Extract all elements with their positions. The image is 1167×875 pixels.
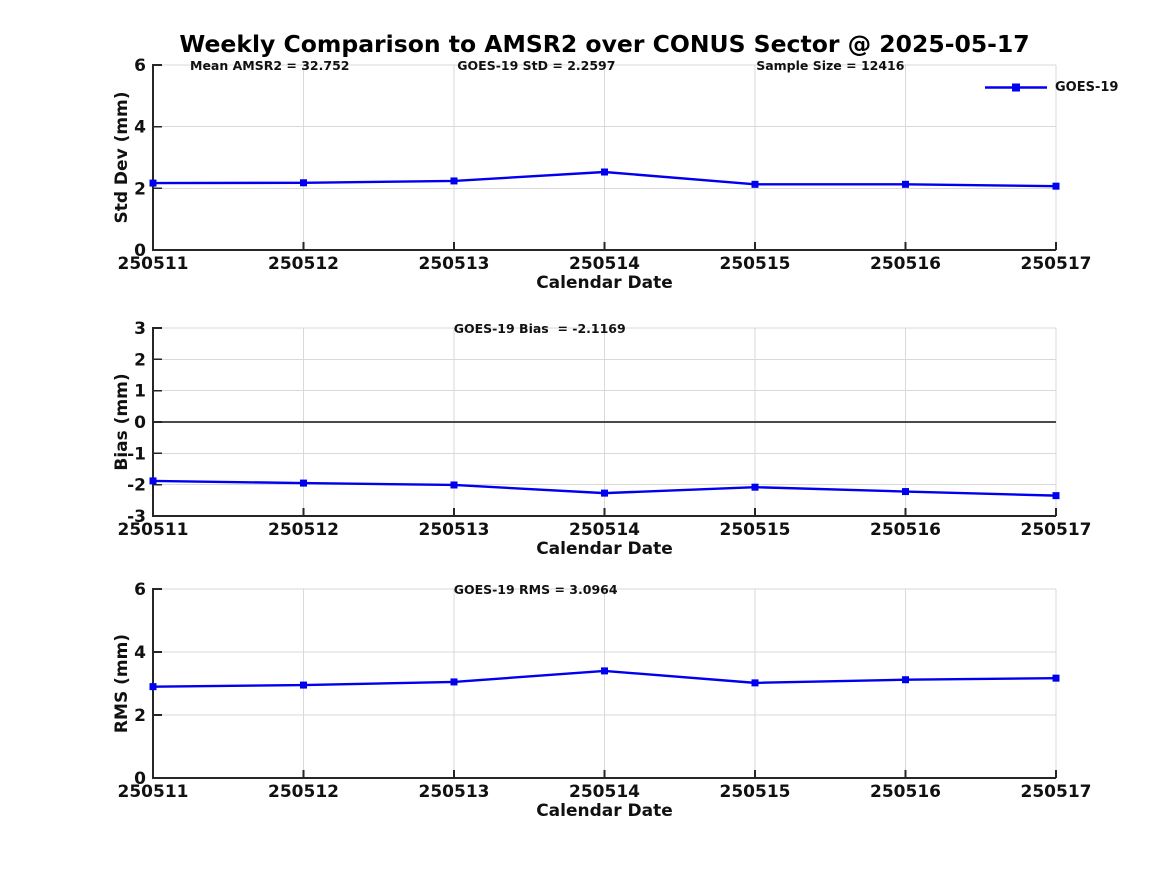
y-axis-label: Std Dev (mm): [112, 91, 132, 223]
x-tick-label: 250512: [268, 520, 339, 540]
y-tick-label: 1: [134, 382, 146, 402]
data-point-marker: [751, 679, 759, 687]
x-tick-label: 250517: [1021, 782, 1092, 802]
legend: GOES-19: [984, 80, 1118, 95]
data-point-marker: [902, 180, 909, 188]
x-tick-label: 250512: [268, 782, 339, 802]
y-tick-label: -2: [127, 476, 146, 496]
x-tick-label: 250511: [118, 254, 189, 274]
data-point-marker: [149, 683, 157, 691]
x-tick-label: 250513: [419, 254, 490, 274]
data-point-marker: [450, 481, 458, 489]
data-point-marker: [1052, 182, 1060, 190]
x-axis-label: Calendar Date: [536, 801, 673, 821]
data-point-marker: [300, 179, 307, 187]
x-tick-label: 250516: [870, 254, 941, 274]
y-tick-label: 0: [134, 413, 146, 433]
legend-label: GOES-19: [1055, 80, 1119, 95]
x-tick-label: 250515: [720, 520, 791, 540]
x-axis-label: Calendar Date: [536, 273, 673, 293]
y-tick-label: 2: [134, 350, 146, 370]
x-tick-label: 250515: [720, 782, 791, 802]
subplot-rms: 0 2 4 6 250511 250512 250513 250514 250515 250516…: [112, 580, 1091, 821]
subplot-bias: -3 -2 -1 0 1 2 3 250511 250512 250513 250514 250515…: [112, 319, 1091, 559]
x-tick-label: 250511: [118, 782, 189, 802]
y-tick-label: 0: [134, 241, 146, 261]
annotation-text: GOES-19 Bias = -2.1169: [454, 321, 626, 336]
annotation-text: Mean AMSR2 = 32.752: [190, 58, 349, 73]
data-point-marker: [902, 676, 909, 684]
data-point-marker: [751, 483, 759, 491]
annotation-text: GOES-19 StD = 2.2597: [457, 58, 615, 73]
y-axis-label: RMS (mm): [112, 634, 132, 733]
data-point-marker: [1052, 492, 1060, 500]
data-point-marker: [751, 180, 759, 188]
y-tick-label: 3: [134, 319, 146, 339]
y-tick-label: 2: [134, 179, 146, 199]
x-tick-label: 250516: [870, 520, 941, 540]
y-tick-label: 6: [134, 56, 146, 76]
x-tick-label: 250515: [720, 254, 791, 274]
x-tick-label: 250513: [419, 520, 490, 540]
x-tick-label: 250512: [268, 254, 339, 274]
x-tick-label: 250513: [419, 782, 490, 802]
y-tick-label: 6: [134, 580, 146, 600]
annotation-text: GOES-19 RMS = 3.0964: [454, 582, 618, 597]
data-point-marker: [300, 681, 307, 689]
x-tick-label: 250517: [1021, 254, 1092, 274]
x-tick-label: 250516: [870, 782, 941, 802]
x-tick-label: 250514: [569, 254, 640, 274]
data-point-marker: [601, 489, 608, 497]
subplot-std-dev: 0 2 4 6 250511 250512 250513 250514 250515 250516…: [112, 56, 1091, 293]
data-point-marker: [149, 477, 157, 485]
chart-title: Weekly Comparison to AMSR2 over CONUS Se…: [179, 30, 1030, 58]
data-point-marker: [300, 479, 307, 487]
x-tick-label: 250514: [569, 782, 640, 802]
data-point-marker: [450, 678, 458, 686]
x-tick-label: 250517: [1021, 520, 1092, 540]
data-point-marker: [601, 168, 608, 176]
x-tick-label: 250511: [118, 520, 189, 540]
annotation-text: Sample Size = 12416: [756, 58, 905, 73]
legend-line-sample: [985, 83, 1047, 92]
data-point-marker: [601, 667, 608, 675]
data-point-marker: [149, 179, 157, 187]
x-tick-label: 250514: [569, 520, 640, 540]
y-tick-label: 4: [134, 643, 146, 663]
data-point-marker: [902, 488, 909, 496]
legend-marker-icon: [1012, 83, 1020, 92]
y-tick-label: 4: [134, 118, 146, 138]
y-tick-label: 2: [134, 706, 146, 726]
data-point-marker: [1052, 674, 1060, 682]
y-tick-label: -1: [127, 444, 146, 464]
y-tick-label: -3: [127, 507, 146, 527]
data-point-marker: [450, 177, 458, 185]
y-axis-label: Bias (mm): [112, 373, 132, 470]
y-tick-label: 0: [134, 769, 146, 789]
x-axis-label: Calendar Date: [536, 539, 673, 559]
